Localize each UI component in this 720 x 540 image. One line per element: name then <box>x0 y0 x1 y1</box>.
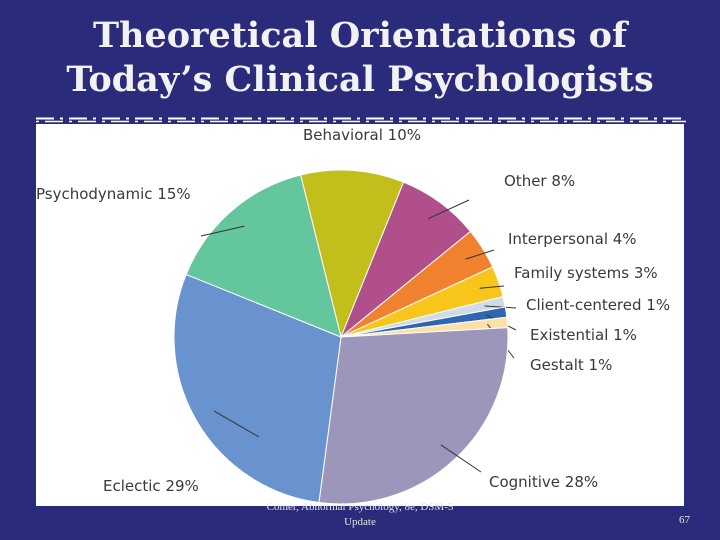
pie-slice-label-2: Interpersonal 4% <box>508 230 637 248</box>
slide-title-line-1: Theoretical Orientations of <box>92 15 628 56</box>
pie-slice-label-7: Cognitive 28% <box>489 473 598 491</box>
pie-slice-label-6: Gestalt 1% <box>530 356 612 374</box>
footer-source-line-1: Comer, Abnormal Psychology, 8e, DSM-5 <box>266 501 454 513</box>
pie-slice-9 <box>185 174 342 338</box>
pie-slice-label-0: Behavioral 10% <box>303 126 421 144</box>
pie-slice-0 <box>299 169 405 339</box>
pie-leader-line-3 <box>479 285 505 289</box>
pie-leader-line-1 <box>428 199 470 220</box>
pie-slice-label-8: Eclectic 29% <box>103 477 199 495</box>
pie-leader-line-2 <box>465 249 495 260</box>
pie-leader-line-9 <box>200 225 245 237</box>
pie-slice-label-1: Other 8% <box>504 172 575 190</box>
chart-panel: Behavioral 10% Other 8% Interpersonal 4% Fa… <box>36 124 684 506</box>
pie-leader-line-7 <box>440 444 482 473</box>
footer-source-line-2: Update <box>344 516 376 528</box>
page-number: 67 <box>679 514 690 526</box>
pie-slice-8 <box>173 273 342 504</box>
pie-chart: Behavioral 10% Other 8% Interpersonal 4% Fa… <box>36 126 670 505</box>
pie-slice-label-9: Psychodynamic 15% <box>36 185 191 203</box>
footer-source: Comer, Abnormal Psychology, 8e, DSM-5 Up… <box>250 500 470 530</box>
pie-slice-label-5: Existential 1% <box>530 326 637 344</box>
title-divider <box>36 117 686 123</box>
slide-title: Theoretical Orientations of Today’s Clin… <box>0 14 720 102</box>
pie-slice-label-3: Family systems 3% <box>514 264 658 282</box>
pie-slice-label-4: Client-centered 1% <box>526 296 670 314</box>
pie-leader-line-8 <box>213 410 260 438</box>
slide-title-line-2: Today’s Clinical Psychologists <box>66 59 654 100</box>
pie-slice-7 <box>318 327 509 505</box>
pie-leader-line-4 <box>484 305 517 309</box>
